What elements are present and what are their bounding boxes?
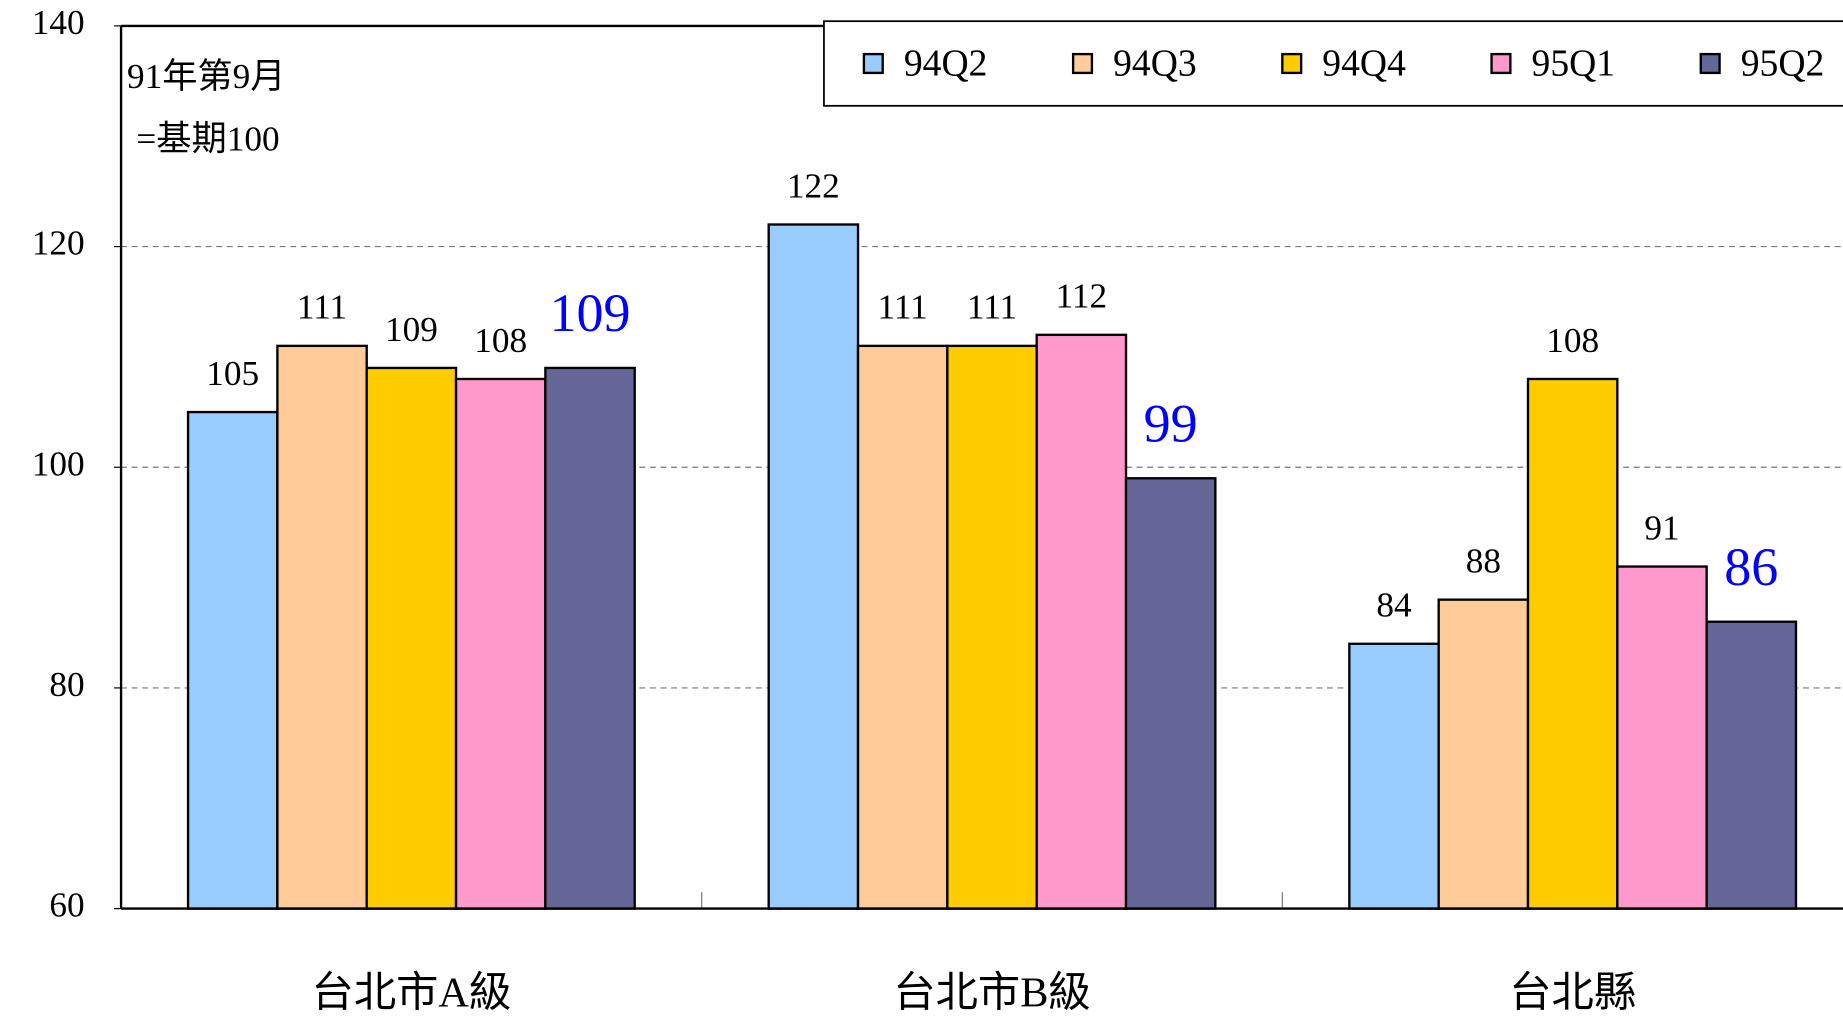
bar [767, 223, 860, 910]
x-tick-label: 台北市A級 [312, 969, 512, 1016]
bar [365, 366, 458, 910]
legend-swatch [1281, 52, 1303, 75]
bar [544, 366, 636, 910]
bar [1124, 477, 1217, 910]
bar [454, 377, 547, 910]
legend-swatch [862, 52, 884, 75]
legend-label: 94Q3 [1113, 43, 1197, 85]
y-tick-label: 120 [32, 224, 85, 263]
data-label: 111 [297, 288, 347, 327]
bar [186, 410, 279, 910]
bar [946, 344, 1038, 910]
legend-label: 94Q4 [1322, 43, 1406, 85]
annotation: =基期100 [136, 119, 279, 158]
y-tick-label: 140 [32, 3, 85, 42]
bar [1348, 642, 1440, 910]
legend-label: 94Q2 [904, 43, 988, 85]
annotation: 91年第9月 [127, 57, 286, 96]
data-label: 109 [550, 283, 631, 343]
data-label: 84 [1376, 586, 1412, 625]
data-label: 91 [1644, 508, 1679, 547]
data-label: 108 [1546, 321, 1599, 360]
data-label: 112 [1056, 277, 1108, 316]
bar [1035, 333, 1128, 910]
y-tick-label: 80 [49, 665, 84, 704]
legend-label: 95Q2 [1741, 43, 1825, 85]
bar [1705, 620, 1798, 910]
y-tick-label: 100 [32, 444, 85, 483]
data-label: 88 [1466, 541, 1501, 580]
bar [1437, 598, 1530, 910]
data-label: 108 [474, 321, 527, 360]
legend-swatch [1490, 52, 1512, 75]
legend: 94Q2 94Q3 94Q4 95Q1 95Q2 [823, 20, 1843, 107]
y-tick-label: 60 [49, 886, 84, 925]
data-label: 109 [385, 310, 438, 349]
x-tick-label: 台北市B級 [893, 969, 1090, 1016]
data-label: 111 [878, 288, 928, 327]
data-label: 86 [1724, 537, 1778, 597]
bar [276, 344, 368, 910]
legend-swatch [1071, 52, 1094, 75]
data-label: 105 [206, 354, 259, 393]
bar [1616, 565, 1708, 910]
data-label: 111 [967, 288, 1017, 327]
data-label: 122 [787, 166, 840, 205]
legend-box [823, 20, 1843, 107]
data-label: 99 [1144, 393, 1198, 453]
legend-swatch [1699, 52, 1721, 75]
bar [1526, 377, 1619, 910]
legend-label: 95Q1 [1532, 43, 1616, 85]
x-tick-label: 台北縣 [1509, 969, 1636, 1016]
bar [856, 344, 949, 910]
